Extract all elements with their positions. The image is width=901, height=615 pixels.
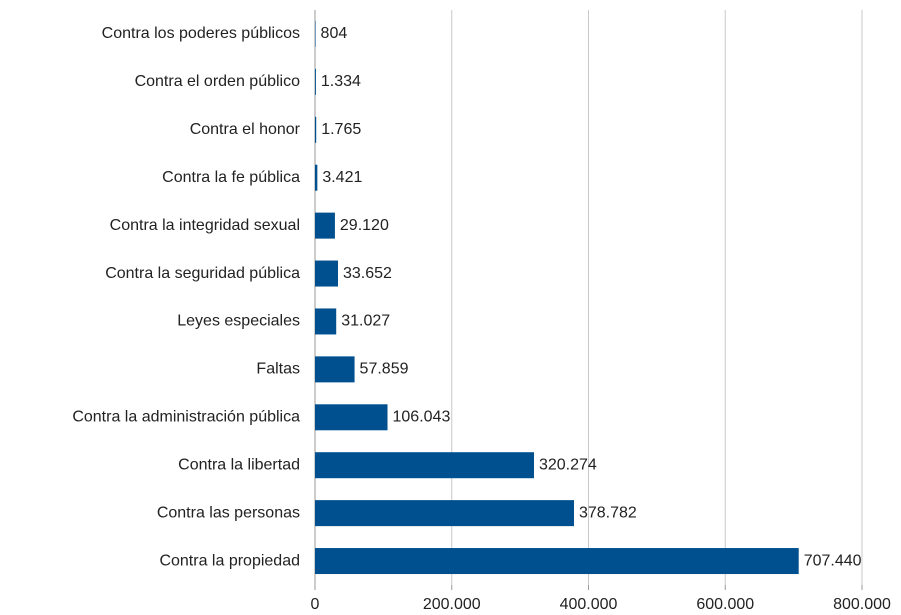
value-label: 57.859 xyxy=(360,361,409,378)
bar xyxy=(315,260,339,287)
value-label: 1.334 xyxy=(321,73,361,90)
bar xyxy=(315,212,335,239)
y-tick-label: Contra la libertad xyxy=(178,456,300,473)
x-tick-label: 0 xyxy=(311,596,320,613)
x-tick-label: 200.000 xyxy=(423,596,481,613)
bar xyxy=(315,404,388,431)
bar xyxy=(315,452,534,479)
value-label: 320.274 xyxy=(539,456,597,473)
y-tick-label: Contra el honor xyxy=(190,121,301,138)
bar xyxy=(315,308,337,335)
value-label: 31.027 xyxy=(341,313,390,330)
x-tick-label: 400.000 xyxy=(560,596,618,613)
value-label: 106.043 xyxy=(393,409,451,426)
y-tick-label: Contra la seguridad pública xyxy=(105,265,300,282)
bar xyxy=(315,20,316,47)
bar xyxy=(315,500,574,527)
bar xyxy=(315,548,799,575)
y-tick-label: Faltas xyxy=(256,361,300,378)
value-label: 29.120 xyxy=(340,217,389,234)
y-tick-label: Leyes especiales xyxy=(177,313,300,330)
value-label: 378.782 xyxy=(579,504,637,521)
value-label: 707.440 xyxy=(804,552,862,569)
value-label: 33.652 xyxy=(343,265,392,282)
value-label: 804 xyxy=(321,25,348,42)
y-tick-label: Contra la integridad sexual xyxy=(110,217,300,234)
y-tick-label: Contra la propiedad xyxy=(159,552,300,569)
y-tick-label: Contra la administración pública xyxy=(72,409,300,426)
x-tick-label: 600.000 xyxy=(696,596,754,613)
y-tick-label: Contra las personas xyxy=(157,504,300,521)
y-tick-label: Contra los poderes públicos xyxy=(102,25,300,42)
x-tick-label: 800.000 xyxy=(833,596,891,613)
bar xyxy=(315,116,317,143)
y-tick-label: Contra la fe pública xyxy=(162,169,300,186)
value-label: 3.421 xyxy=(322,169,362,186)
bar xyxy=(315,356,355,383)
y-tick-label: Contra el orden público xyxy=(135,73,301,90)
bar xyxy=(315,164,318,191)
value-label: 1.765 xyxy=(321,121,361,138)
bar xyxy=(315,68,316,95)
